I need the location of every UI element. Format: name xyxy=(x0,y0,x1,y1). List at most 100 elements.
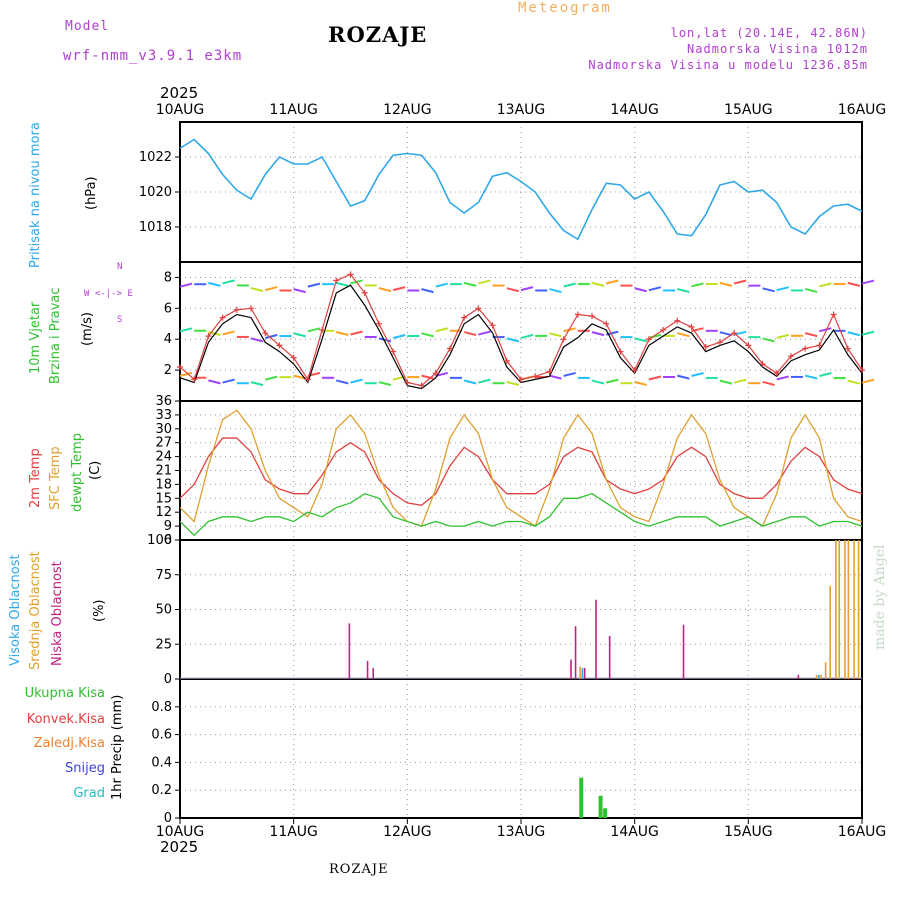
wind-direction-arrow xyxy=(549,374,562,380)
footer-station: ROZAJE xyxy=(329,862,389,877)
ytick-label-pressure: 1022 xyxy=(139,150,172,165)
wind-gust-marker xyxy=(702,343,709,350)
ytick-label-precip: 0.8 xyxy=(151,700,172,715)
legend-conv-rain: Konvek.Kisa xyxy=(26,712,105,727)
wind-direction-arrow xyxy=(435,327,448,333)
year-bottom: 2025 xyxy=(160,838,199,856)
wind-gust-marker xyxy=(773,370,780,377)
wind-direction-arrow xyxy=(634,287,647,293)
wind-gust-marker xyxy=(844,345,851,352)
wind-direction-arrow xyxy=(378,381,392,387)
xtick-label-top: 12AUG xyxy=(383,102,432,118)
wind-direction-arrow xyxy=(208,281,221,287)
wind-direction-arrow xyxy=(336,331,349,336)
wind-direction-arrow xyxy=(179,327,193,333)
wind-gust-marker xyxy=(631,367,638,374)
wind-direction-arrow xyxy=(350,330,363,336)
wind-direction-arrow xyxy=(549,332,562,338)
wind-gust-marker xyxy=(446,345,453,352)
ytick-label-wind: 2 xyxy=(164,363,172,378)
ytick-label-temperature: 12 xyxy=(155,505,172,520)
wind-direction-arrow xyxy=(819,282,832,288)
ytick-label-cloud: 100 xyxy=(147,533,172,548)
model-elevation-label: Nadmorska Visina u modelu 1236.85m xyxy=(588,58,868,72)
wind-direction-arrow xyxy=(463,331,477,337)
wind-direction-arrow xyxy=(250,381,264,387)
wind-direction-arrow xyxy=(208,331,221,336)
wind-gust-marker xyxy=(532,373,539,380)
wind-gust-marker xyxy=(205,333,212,340)
wind-direction-arrow xyxy=(634,337,647,343)
wind-gust-marker xyxy=(432,370,439,377)
wind-gust-marker xyxy=(333,277,340,284)
xtick-label-bottom: 13AUG xyxy=(497,824,546,840)
ytick-label-temperature: 24 xyxy=(155,450,172,465)
wind-direction-arrow xyxy=(520,286,534,292)
wind-direction-arrow xyxy=(691,372,704,377)
ytick-label-temperature: 15 xyxy=(155,491,172,506)
precip-bar xyxy=(579,777,584,818)
wind-direction-arrow xyxy=(549,288,562,294)
wind-direction-arrow xyxy=(847,281,861,287)
ytick-label-temperature: 36 xyxy=(155,394,172,409)
wind-gust-marker xyxy=(390,348,397,355)
ytick-label-precip: 0 xyxy=(164,811,172,826)
wind-direction-arrow xyxy=(847,331,861,337)
wind-gust-marker xyxy=(233,306,240,313)
wind-gust-marker xyxy=(290,354,297,361)
ytick-label-temperature: 6 xyxy=(164,533,172,548)
ytick-label-wind: 4 xyxy=(164,332,172,347)
ytick-label-cloud: 50 xyxy=(155,603,172,618)
wind-gust-marker xyxy=(347,271,354,278)
wind-gust-marker xyxy=(489,322,496,329)
wind-direction-arrow xyxy=(478,279,491,285)
wind-direction-arrow xyxy=(293,332,306,338)
wind-direction-arrow xyxy=(421,332,434,338)
lonlat-label: lon,lat (20.14E, 42.86N) xyxy=(670,26,868,40)
wind-gust-marker xyxy=(787,353,794,360)
wind-direction-arrow xyxy=(762,287,775,293)
wind-direction-arrow xyxy=(336,379,349,385)
wind-direction-arrow xyxy=(293,288,306,294)
wind-direction-arrow xyxy=(378,287,392,293)
wind-direction-arrow xyxy=(819,372,832,377)
wind-direction-arrow xyxy=(719,379,733,385)
wind-direction-arrow xyxy=(861,330,875,336)
xtick-label-bottom: 11AUG xyxy=(269,824,318,840)
wind-direction-arrow xyxy=(350,378,363,384)
wind-direction-arrow xyxy=(421,374,434,380)
ytick-label-pressure: 1018 xyxy=(139,220,172,235)
wind-direction-arrow xyxy=(250,337,264,343)
xtick-label-top: 15AUG xyxy=(724,102,773,118)
wind-direction-arrow xyxy=(179,371,193,377)
wind-gust-marker xyxy=(177,364,183,371)
wind-direction-arrow xyxy=(478,330,491,336)
wind-gust-marker xyxy=(574,311,581,318)
ytick-label-temperature: 30 xyxy=(155,422,172,437)
temp-2m-line xyxy=(179,437,863,506)
wind-gust-marker xyxy=(361,289,368,296)
ytick-label-cloud: 25 xyxy=(155,637,172,652)
wind-direction-arrow xyxy=(861,378,875,384)
station-title: ROZAJE xyxy=(328,22,428,47)
wind-gust-marker xyxy=(375,320,382,327)
wind-direction-arrow xyxy=(208,379,221,385)
wind-gust-marker xyxy=(674,317,681,324)
wind-gust-marker xyxy=(731,330,738,337)
wind-gust-marker xyxy=(688,323,695,330)
wind-direction-arrow xyxy=(463,379,477,385)
ytick-label-wind: 8 xyxy=(164,270,172,285)
wind-gust-marker xyxy=(475,305,482,312)
wind-direction-arrow xyxy=(634,380,647,386)
wind-direction-arrow xyxy=(307,282,321,288)
ytick-label-pressure: 1020 xyxy=(139,185,172,200)
wind-direction-arrow xyxy=(719,281,733,287)
wind-direction-arrow xyxy=(179,282,193,288)
wind-direction-arrow xyxy=(691,282,704,288)
elevation-label: Nadmorska Visina 1012m xyxy=(687,42,868,56)
wind-direction-arrow xyxy=(677,288,690,293)
wind-direction-arrow xyxy=(861,279,875,285)
model-label: Model xyxy=(65,19,110,34)
temp-sfc-line xyxy=(179,409,863,528)
